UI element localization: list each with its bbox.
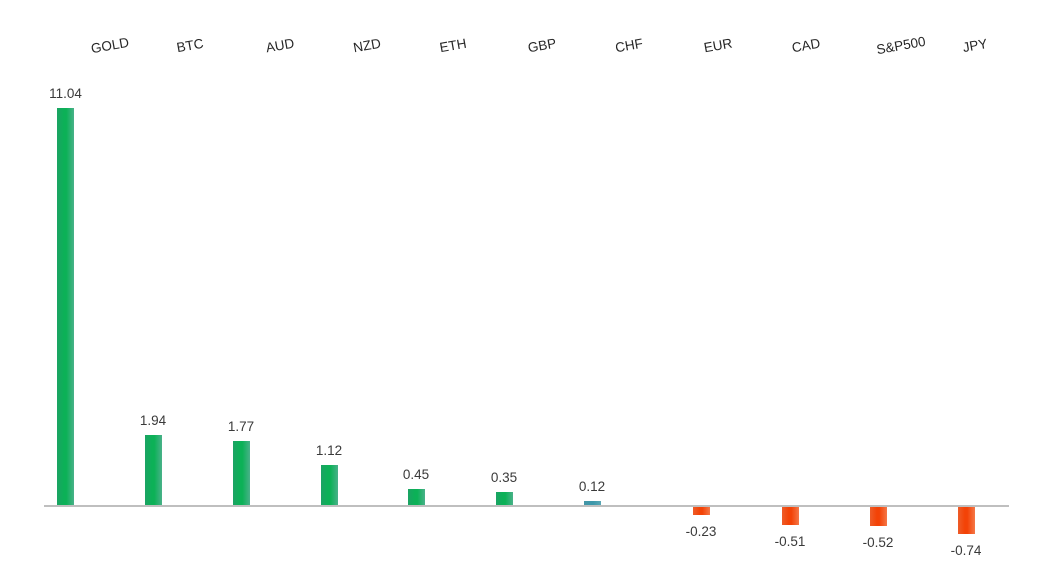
bar-jpy: [957, 507, 975, 534]
bar-nzd: [320, 465, 338, 505]
bar-aud: [232, 441, 250, 505]
value-label-gold: 11.04: [49, 86, 82, 101]
value-label-btc: 1.94: [139, 413, 167, 428]
value-label-eth: 0.45: [402, 467, 430, 482]
value-label-gbp: 0.35: [490, 470, 518, 485]
category-label-aud: AUD: [264, 35, 296, 56]
bar-gbp: [495, 492, 513, 505]
value-label-nzd: 1.12: [315, 443, 343, 458]
category-label-eur: EUR: [702, 35, 734, 56]
category-label-eth: ETH: [438, 35, 468, 56]
value-label-cad: -0.51: [774, 534, 806, 549]
bar-eth: [407, 489, 425, 505]
category-label-gbp: GBP: [526, 35, 558, 56]
value-label-sp500: -0.52: [862, 535, 894, 550]
bar-btc: [144, 435, 162, 505]
value-label-eur: -0.23: [685, 524, 717, 539]
category-label-gold: GOLD: [89, 34, 131, 57]
category-label-chf: CHF: [614, 35, 644, 56]
bar-gold: [57, 108, 74, 505]
bar-eur: [692, 507, 710, 515]
bar-sp500: [869, 507, 887, 526]
x-axis-zero-line: [44, 505, 1009, 507]
category-label-btc: BTC: [175, 35, 205, 56]
category-label-nzd: NZD: [352, 35, 382, 56]
value-label-jpy: -0.74: [950, 543, 982, 558]
category-label-cad: CAD: [790, 35, 822, 56]
value-label-chf: 0.12: [578, 479, 606, 494]
value-label-aud: 1.77: [227, 419, 255, 434]
bar-chf: [583, 501, 601, 505]
bar-cad: [781, 507, 799, 525]
